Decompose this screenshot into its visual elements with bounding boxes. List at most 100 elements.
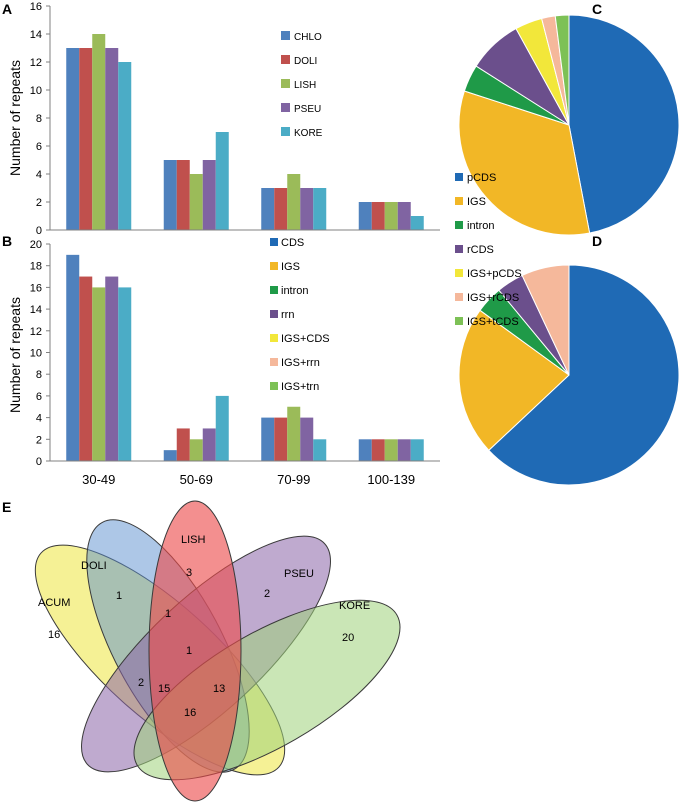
y-tick-label-a-4: 8	[36, 113, 42, 125]
bar-b-doli-100-139	[371, 439, 385, 461]
y-tick-label-a-2: 4	[36, 169, 42, 181]
venn-label-kore: KORE	[339, 600, 370, 612]
legend-swatch-rrn	[270, 310, 278, 318]
legend-swatch-intron-d	[270, 286, 278, 294]
legend-swatch-cds	[270, 238, 278, 246]
legend-label-igs-rrn: IGS+rrn	[281, 357, 320, 369]
venn-count-doli-lish: 1	[165, 608, 171, 620]
legend-swatch-igs-d	[270, 262, 278, 270]
legend-swatch-igs-tcds	[455, 317, 463, 325]
legend-label-igs-tcds: IGS+tCDS	[467, 316, 519, 328]
legend-label-doli: DOLI	[294, 56, 317, 67]
bar-a-lish-30-49	[92, 34, 106, 230]
legend-label-igs-pcds: IGS+pCDS	[467, 268, 522, 280]
bar-a-chlo-50-69	[163, 160, 177, 230]
bar-b-kore-100-139	[410, 439, 424, 461]
bar-b-pseu-50-69	[202, 428, 216, 461]
bar-b-doli-50-69	[176, 428, 190, 461]
venn-label-pseu: PSEU	[284, 568, 314, 580]
legend-label-pseu: PSEU	[294, 104, 321, 115]
panel-label-c: C	[592, 1, 602, 17]
bar-a-kore-50-69	[215, 132, 229, 230]
x-tick-label-70-99: 70-99	[277, 472, 310, 487]
bar-b-kore-30-49	[118, 287, 132, 461]
legend-label-chlo: CHLO	[294, 32, 322, 43]
legend-swatch-rcds	[455, 245, 463, 253]
bar-b-chlo-50-69	[163, 450, 177, 461]
venn-count-doli-only: 1	[116, 590, 122, 602]
legend-label-lish: LISH	[294, 80, 316, 91]
legend-label-igs-rcds: IGS+rCDS	[467, 292, 519, 304]
venn-count-15: 15	[158, 683, 170, 695]
bar-b-doli-70-99	[274, 417, 288, 461]
legend-swatch-chlo	[281, 31, 290, 40]
y-tick-label-a-0: 0	[36, 225, 42, 237]
venn-diagram: ACUM DOLI LISH PSEU KORE 16 1 3 2 20 1 1…	[34, 500, 401, 802]
bar-a-chlo-100-139	[358, 202, 372, 230]
y-axis-label-a: Number of repeats	[7, 60, 23, 176]
y-tick-label-b-6: 12	[30, 326, 42, 338]
y-tick-label-b-9: 18	[30, 261, 42, 273]
legend-d: CDS IGS intron rrn IGS+CDS IGS+rrn IGS+t…	[270, 237, 330, 393]
x-tick-label-30-49: 30-49	[82, 472, 115, 487]
y-tick-label-b-0: 0	[36, 456, 42, 468]
legend-label-igs-cds: IGS+CDS	[281, 333, 330, 345]
x-tick-label-50-69: 50-69	[180, 472, 213, 487]
bar-chart-a: Number of repeats 0 2 4 6 8 10 12 14 16	[7, 1, 440, 237]
venn-count-acum-only: 16	[48, 629, 60, 641]
bar-a-doli-50-69	[176, 160, 190, 230]
bar-a-doli-70-99	[274, 188, 288, 230]
x-tick-label-100-139: 100-139	[367, 472, 415, 487]
bar-a-lish-70-99	[287, 174, 301, 230]
bar-a-doli-30-49	[79, 48, 93, 230]
bar-a-kore-30-49	[118, 62, 132, 230]
legend-swatch-igs-cds	[270, 334, 278, 342]
bar-b-kore-50-69	[215, 395, 229, 461]
y-tick-label-b-5: 10	[30, 348, 42, 360]
bar-b-pseu-70-99	[300, 417, 314, 461]
bar-a-pseu-50-69	[202, 160, 216, 230]
y-tick-label-b-3: 6	[36, 391, 42, 403]
y-tick-label-b-2: 4	[36, 413, 42, 425]
bar-chart-b: Number of repeats 0 2 4 6 8 10 12 14 16 18 20 30-4…	[7, 239, 440, 487]
bar-a-pseu-100-139	[397, 202, 411, 230]
y-tick-label-a-5: 10	[30, 85, 42, 97]
pie-chart-c	[458, 14, 680, 236]
bar-a-pseu-70-99	[300, 188, 314, 230]
bar-a-doli-100-139	[371, 202, 385, 230]
venn-label-lish: LISH	[181, 534, 206, 546]
legend-label-igs-c: IGS	[467, 196, 486, 208]
panel-label-a: A	[2, 1, 12, 17]
legend-label-rrn: rrn	[281, 309, 294, 321]
venn-label-acum: ACUM	[38, 597, 70, 609]
pie-slice-d-igs+rrn	[521, 264, 570, 376]
bar-a-kore-70-99	[313, 188, 327, 230]
venn-count-center: 1	[186, 645, 192, 657]
bar-b-pseu-100-139	[397, 439, 411, 461]
venn-count-16-lower: 16	[184, 707, 196, 719]
legend-swatch-igs-rrn	[270, 358, 278, 366]
panel-label-d: D	[592, 233, 602, 249]
bar-b-doli-30-49	[79, 276, 93, 461]
y-tick-label-b-10: 20	[30, 239, 42, 251]
bar-a-chlo-30-49	[66, 48, 80, 230]
legend-label-igs-d: IGS	[281, 261, 300, 273]
pie-chart-d	[458, 264, 680, 486]
y-tick-label-a-1: 2	[36, 197, 42, 209]
venn-count-acum-pseu: 2	[138, 677, 144, 689]
y-tick-label-a-8: 16	[30, 1, 42, 13]
legend-c: pCDS IGS intron rCDS IGS+pCDS IGS+rCDS I…	[455, 172, 522, 328]
legend-swatch-igs-c	[455, 197, 463, 205]
bar-b-chlo-30-49	[66, 254, 80, 461]
legend-swatch-pseu	[281, 103, 290, 112]
legend-a: CHLO DOLI LISH PSEU KORE	[281, 31, 323, 139]
venn-count-kore-only: 20	[342, 632, 354, 644]
panel-label-e: E	[2, 499, 11, 515]
y-axis-label-b: Number of repeats	[7, 297, 23, 413]
bar-a-lish-50-69	[189, 174, 203, 230]
y-tick-label-b-8: 16	[30, 282, 42, 294]
pie-slice-c-igs+tcds	[554, 14, 570, 126]
legend-swatch-doli	[281, 55, 290, 64]
legend-swatch-intron-c	[455, 221, 463, 229]
